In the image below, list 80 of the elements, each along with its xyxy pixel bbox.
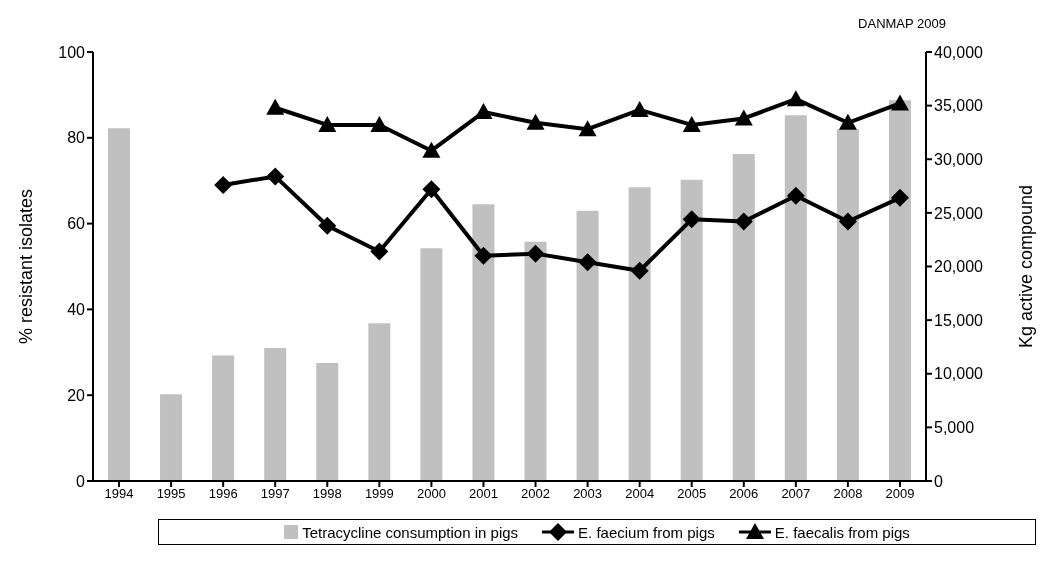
x-tick-label: 2007: [781, 486, 811, 502]
x-tick-label: 1996: [208, 486, 238, 502]
x-tick-label: 2009: [885, 486, 915, 502]
bar: [524, 241, 547, 481]
x-tick-label: 2006: [729, 486, 759, 502]
bar: [576, 210, 599, 481]
bar: [264, 348, 287, 481]
point: [266, 98, 285, 115]
bar: [420, 248, 443, 481]
bar: [316, 363, 339, 481]
bar: [680, 179, 703, 481]
point: [838, 212, 857, 231]
point: [578, 120, 597, 137]
bar: [732, 153, 755, 481]
bar: [628, 187, 651, 481]
y2-axis-title: Kg active compound: [1016, 184, 1037, 349]
x-tick-label: 1999: [364, 486, 394, 502]
y2-tick-label: 10,000: [934, 365, 984, 383]
y-tick-label: 80: [67, 129, 86, 147]
x-tick-label: 2002: [521, 486, 550, 502]
bar: [784, 115, 807, 481]
y2-tick-label: 15,000: [934, 311, 984, 329]
point: [786, 90, 805, 107]
y-tick-label: 0: [76, 472, 86, 490]
bar: [472, 204, 495, 481]
text: DANMAP 2009: [858, 16, 946, 31]
point: [838, 113, 857, 130]
point: [526, 244, 545, 263]
y-tick-label: 40: [67, 301, 86, 319]
point: [630, 261, 649, 280]
y-tick-label: 60: [67, 215, 86, 233]
point: [214, 175, 233, 194]
point: [422, 141, 441, 158]
y2-tick-label: 25,000: [934, 204, 984, 222]
y2-tick-label: 5,000: [934, 419, 975, 437]
bar: [368, 323, 391, 481]
y-axis-title: % resistant isolates: [16, 188, 37, 345]
y-tick-label: 100: [58, 43, 86, 61]
y2-tick-label: 30,000: [934, 150, 984, 168]
legend-label: E. faecium from pigs: [578, 523, 715, 541]
point: [578, 253, 597, 272]
y2-tick-label: 0: [934, 472, 943, 490]
bar: [108, 128, 130, 481]
point: [734, 109, 753, 126]
point: [422, 180, 441, 199]
y2-tick-label: 35,000: [934, 97, 984, 115]
point: [682, 115, 701, 132]
y-tick-label: 20: [67, 386, 86, 404]
y2-tick-label: 40,000: [934, 43, 984, 61]
x-tick-label: 2003: [573, 486, 603, 502]
x-tick-label: 2000: [416, 486, 446, 502]
point: [526, 113, 545, 130]
point: [370, 115, 389, 132]
bar: [160, 394, 183, 481]
x-tick-label: 1995: [156, 486, 186, 502]
point: [890, 188, 909, 207]
x-tick-label: 2008: [833, 486, 863, 502]
x-tick-label: 1998: [312, 486, 342, 502]
bar: [212, 355, 235, 481]
legend-label: E. faecalis from pigs: [774, 523, 910, 541]
point: [318, 216, 337, 235]
x-tick-label: 2004: [625, 486, 655, 502]
point: [890, 94, 909, 111]
bar: [888, 100, 911, 481]
legend-label: Tetracycline consumption in pigs: [302, 523, 519, 541]
point: [734, 212, 753, 231]
y2-tick-label: 20,000: [934, 258, 984, 276]
x-tick-label: 1994: [104, 486, 134, 502]
point: [474, 246, 493, 265]
point: [370, 242, 389, 261]
point: [630, 100, 649, 117]
point: [266, 167, 285, 186]
bar: [836, 129, 859, 481]
x-tick-label: 1997: [260, 486, 290, 502]
point: [318, 115, 337, 132]
point: [786, 186, 805, 205]
x-tick-label: 2005: [677, 486, 707, 502]
point: [682, 210, 701, 229]
point: [474, 103, 493, 120]
x-tick-label: 2001: [469, 486, 498, 502]
